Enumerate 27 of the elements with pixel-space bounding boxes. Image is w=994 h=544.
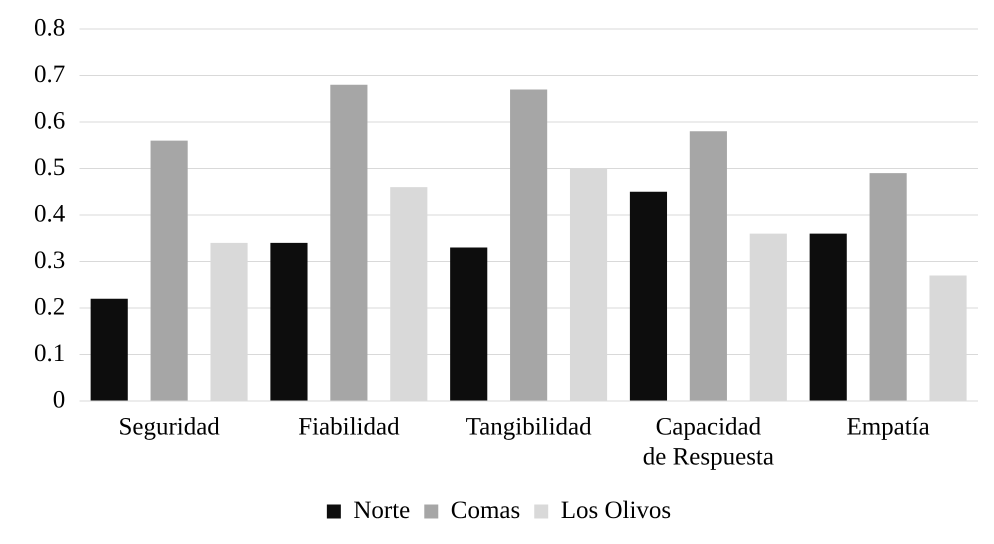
bar — [330, 84, 368, 400]
bar — [690, 131, 727, 400]
legend-label: Los Olivos — [560, 497, 672, 524]
legend-label: Comas — [450, 497, 520, 524]
bar — [810, 234, 847, 400]
bar — [870, 173, 907, 400]
bar — [270, 242, 308, 400]
y-tick-label: 0.1 — [34, 340, 66, 368]
y-tick-label: 0.4 — [34, 200, 66, 228]
y-tick-label: 0.6 — [34, 108, 66, 135]
y-tick-label: 0.5 — [34, 154, 66, 182]
bar — [90, 298, 128, 400]
x-tick-label: Fiabilidad — [298, 414, 400, 441]
bar — [510, 89, 548, 400]
x-tick-label: Seguridad — [118, 414, 220, 441]
y-tick-label: 0.2 — [34, 294, 66, 321]
bar — [630, 192, 668, 400]
x-tick-label: Tangibilidad — [466, 414, 592, 441]
y-tick-label: 0 — [52, 386, 66, 414]
bar — [450, 248, 488, 400]
legend-label: Norte — [353, 497, 410, 524]
y-tick-label: 0.3 — [34, 247, 66, 274]
bar — [150, 140, 188, 400]
x-tick-label: Capacidad de Respuesta — [642, 414, 774, 471]
x-tick-label: Empatía — [846, 414, 930, 441]
y-tick-label: 0.8 — [34, 14, 66, 42]
y-tick-label: 0.7 — [34, 61, 66, 88]
